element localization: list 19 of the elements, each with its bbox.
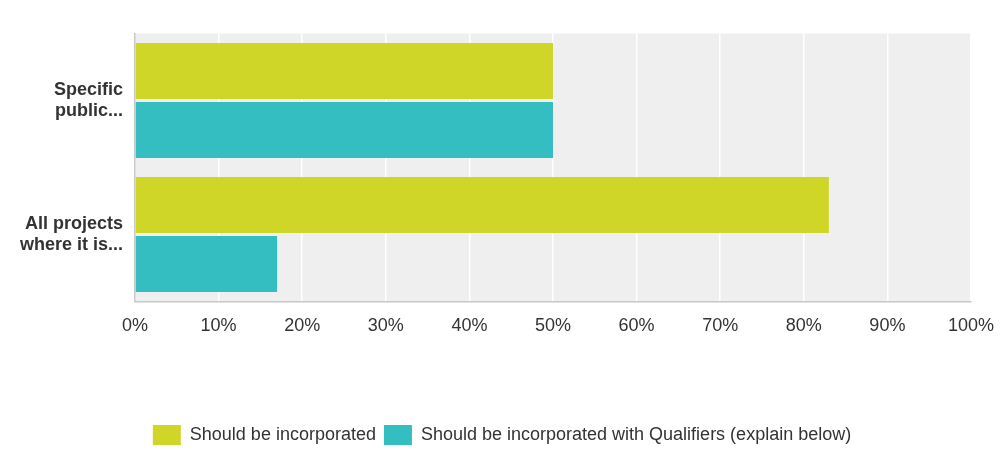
y-tick-label: Specific public... [53,78,123,121]
legend-label: Should be incorporated [189,423,376,444]
x-tick-label: 0% [121,315,149,336]
bar [135,235,278,292]
x-tick-label: 30% [367,315,404,336]
x-tick-label: 70% [702,315,739,336]
x-tick-label: 60% [618,315,655,336]
x-tick-label: 80% [785,315,822,336]
bar [135,177,829,233]
x-tick-label: 40% [451,315,488,336]
x-tick-label: 90% [869,315,906,336]
x-tick-label: 20% [284,315,321,336]
x-tick-label: 50% [534,315,572,336]
x-tick-label: 10% [200,315,237,336]
x-tick-label: 100% [947,315,994,336]
bar [135,43,553,100]
legend-label: Should be incorporated with Qualifiers (explain below) [420,423,852,444]
y-tick-label: All projects where it is... [18,212,123,255]
bar [135,102,553,158]
